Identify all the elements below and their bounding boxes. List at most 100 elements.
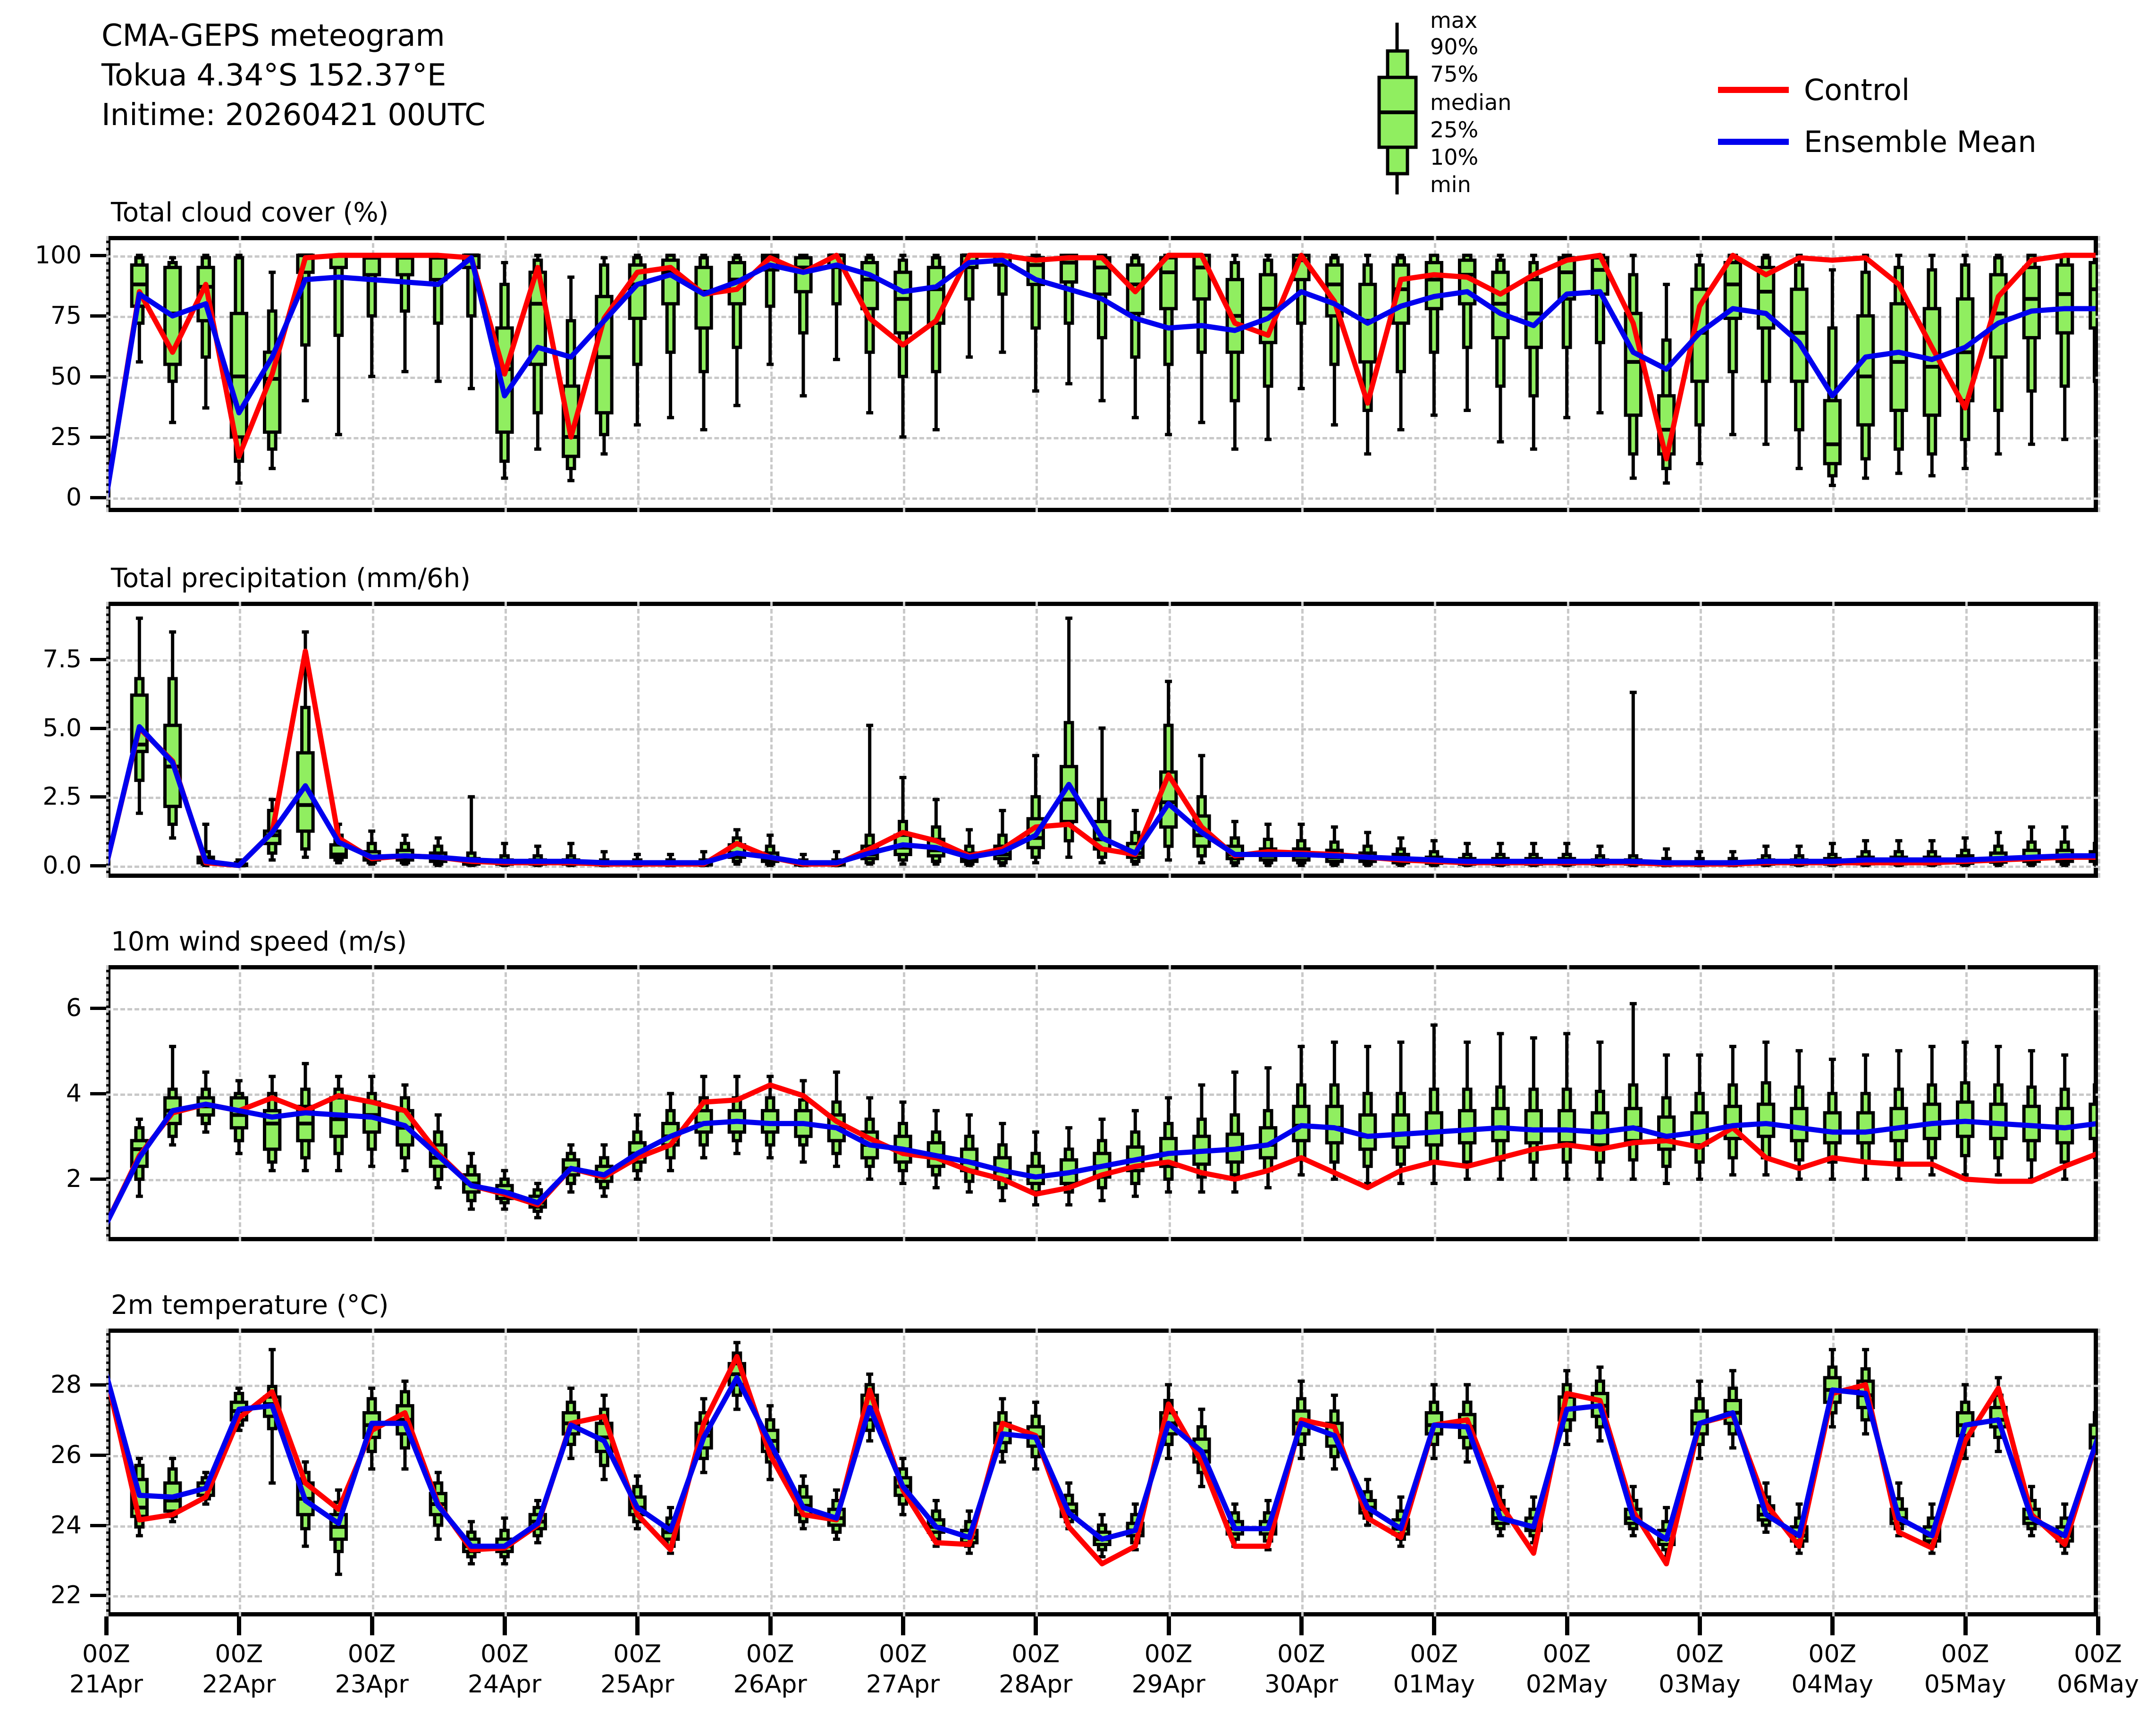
x-tick-date: 21Apr — [69, 1670, 143, 1699]
gridline-v — [2098, 1329, 2100, 1616]
x-tick-hour: 00Z — [2074, 1640, 2122, 1668]
gridline-v — [1434, 602, 1437, 878]
x-tick-label-13: 00Z 04May — [1791, 1639, 1873, 1699]
gridline-v — [1168, 1329, 1171, 1616]
x-tick-hour: 00Z — [347, 1640, 396, 1668]
gridline-v — [239, 602, 242, 878]
y-tick-mark — [90, 658, 106, 662]
x-tick-mark — [1034, 1616, 1038, 1635]
x-tick-date: 02May — [1525, 1670, 1608, 1699]
x-tick-mark — [237, 1616, 242, 1635]
gridline-v — [770, 602, 773, 878]
gridline-v — [505, 1329, 507, 1616]
x-tick-hour: 00Z — [746, 1640, 794, 1668]
y-tick-mark — [90, 314, 106, 318]
y-tick-mark — [90, 1523, 106, 1527]
gridline-v — [2098, 236, 2100, 512]
x-tick-label-11: 00Z 02May — [1526, 1639, 1608, 1699]
gridline-v — [239, 1329, 242, 1616]
title-line-model: CMA-GEPS meteogram — [101, 18, 445, 53]
x-tick-label-15: 00Z 06May — [2057, 1639, 2139, 1699]
series-line — [109, 1102, 2096, 1226]
x-tick-mark — [1565, 1616, 1569, 1635]
x-tick-date: 22Apr — [202, 1670, 276, 1699]
x-tick-mark — [1963, 1616, 1968, 1635]
panel-title-2: 10m wind speed (m/s) — [111, 926, 407, 957]
x-tick-date: 25Apr — [600, 1670, 674, 1699]
y-tick-mark — [90, 864, 106, 867]
y-tick-mark — [90, 795, 106, 799]
gridline-h — [106, 1008, 2098, 1010]
y-tick-label: 4 — [66, 1079, 82, 1108]
x-tick-mark — [901, 1616, 905, 1635]
gridline-v — [1700, 602, 1702, 878]
y-tick-mark — [90, 435, 106, 439]
y-tick-mark — [90, 726, 106, 730]
gridline-v — [1566, 1329, 1569, 1616]
x-tick-hour: 00Z — [1410, 1640, 1458, 1668]
gridline-v — [2098, 965, 2100, 1241]
gridline-v — [371, 1329, 374, 1616]
control-line-swatch — [1718, 86, 1789, 93]
y-tick-mark — [90, 375, 106, 379]
x-tick-label-3: 00Z 24Apr — [468, 1639, 541, 1699]
y-tick-label: 75 — [50, 302, 82, 330]
gridline-v — [2098, 602, 2100, 878]
key-label-min: min — [1430, 172, 1471, 197]
x-tick-label-0: 00Z 21Apr — [69, 1639, 143, 1699]
y-tick-label: 2.5 — [42, 782, 82, 811]
gridline-v — [1434, 1329, 1437, 1616]
y-tick-label: 0 — [66, 483, 82, 512]
x-tick-date: 26Apr — [733, 1670, 807, 1699]
gridline-v — [770, 236, 773, 512]
y-tick-mark — [90, 1594, 106, 1598]
key-label-p25: 25% — [1430, 117, 1479, 143]
gridline-v — [637, 1329, 640, 1616]
x-tick-mark — [635, 1616, 640, 1635]
x-tick-hour: 00Z — [1941, 1640, 1989, 1668]
boxplot-legend-key: max 90% 75% median 25% 10% min — [1369, 6, 1572, 204]
gridline-v — [1832, 1329, 1835, 1616]
gridline-v — [106, 602, 109, 878]
gridline-v — [1301, 602, 1304, 878]
legend-label-ensemble-mean: Ensemble Mean — [1804, 124, 2037, 159]
y-tick-mark — [90, 496, 106, 500]
ensemble-mean-line-swatch — [1718, 138, 1789, 145]
gridline-v — [106, 236, 109, 512]
gridline-v — [903, 602, 905, 878]
boxplot-key-glyph — [1377, 23, 1418, 194]
x-tick-hour: 00Z — [215, 1640, 263, 1668]
x-tick-date: 28Apr — [999, 1670, 1073, 1699]
x-tick-hour: 00Z — [1542, 1640, 1591, 1668]
x-tick-mark — [370, 1616, 374, 1635]
panel-title-3: 2m temperature (°C) — [111, 1290, 389, 1321]
x-tick-hour: 00Z — [1144, 1640, 1193, 1668]
y-tick-label: 100 — [34, 241, 82, 270]
x-tick-label-12: 00Z 03May — [1659, 1639, 1741, 1699]
series-line — [109, 255, 2096, 499]
x-tick-label-6: 00Z 27Apr — [866, 1639, 940, 1699]
panel-title-0: Total cloud cover (%) — [111, 197, 389, 228]
y-tick-label: 2 — [66, 1165, 82, 1194]
series-line — [109, 252, 2096, 499]
gridline-v — [1566, 602, 1569, 878]
x-tick-label-14: 00Z 05May — [1924, 1639, 2006, 1699]
y-tick-mark — [90, 1092, 106, 1096]
x-tick-date: 06May — [2057, 1670, 2139, 1699]
y-tick-mark — [90, 1383, 106, 1387]
x-tick-mark — [768, 1616, 773, 1635]
x-tick-mark — [1166, 1616, 1171, 1635]
legend-entry-ensemble-mean: Ensemble Mean — [1718, 116, 2037, 168]
gridline-h — [106, 1595, 2098, 1598]
gridline-v — [1965, 602, 1968, 878]
gridline-v — [505, 965, 507, 1241]
legend-entry-control: Control — [1718, 64, 2037, 116]
x-tick-hour: 00Z — [1277, 1640, 1325, 1668]
key-label-p10: 10% — [1430, 144, 1479, 170]
x-tick-hour: 00Z — [879, 1640, 927, 1668]
gridline-v — [1832, 602, 1835, 878]
